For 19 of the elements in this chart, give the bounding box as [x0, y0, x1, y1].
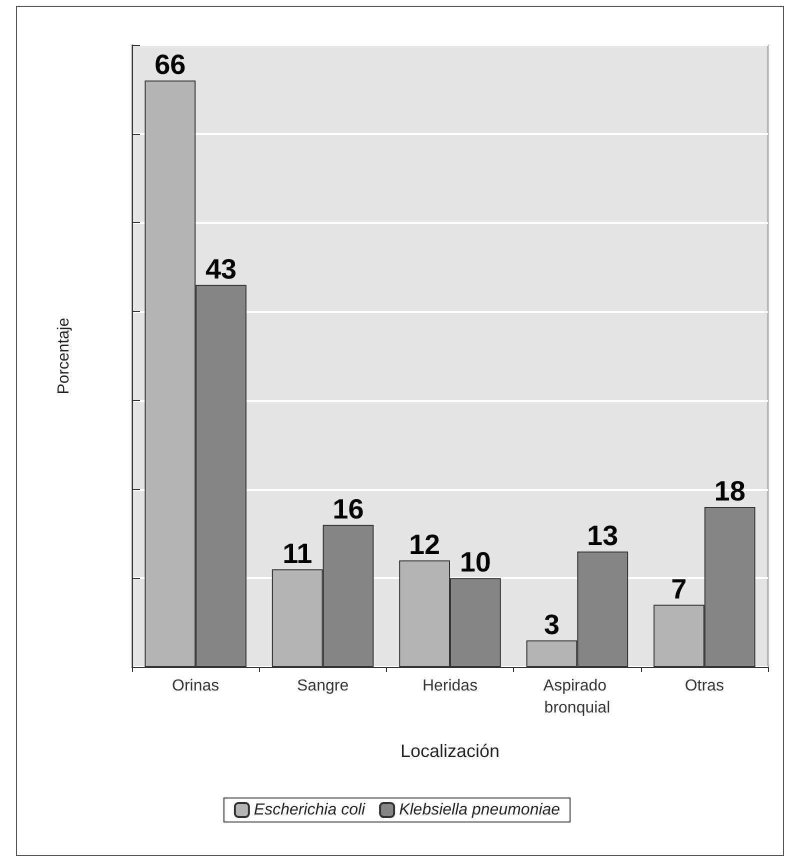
x-tick-label: Sangre: [297, 678, 349, 694]
data-label: 11: [282, 538, 312, 569]
x-axis-title: Localización: [400, 741, 500, 761]
y-axis-title: Porcentaje: [56, 318, 72, 394]
data-label: 7: [671, 573, 687, 604]
data-label: 16: [332, 493, 364, 524]
data-label: 43: [205, 253, 237, 284]
x-tick-label: Aspirado bronquial: [543, 678, 611, 716]
legend-label: Klebsiella pneumoniae: [399, 802, 560, 818]
data-label: 18: [714, 476, 746, 507]
data-label: 13: [587, 520, 618, 551]
data-label: 3: [544, 608, 560, 640]
data-label: 12: [408, 528, 440, 560]
x-tick-label: Heridas: [422, 678, 478, 694]
x-tick-label: Otras: [684, 678, 724, 694]
data-label: 10: [460, 546, 492, 578]
data-label: 66: [154, 49, 186, 80]
legend-label: Escherichia coli: [254, 802, 366, 818]
x-tick-label: Orinas: [172, 678, 220, 694]
